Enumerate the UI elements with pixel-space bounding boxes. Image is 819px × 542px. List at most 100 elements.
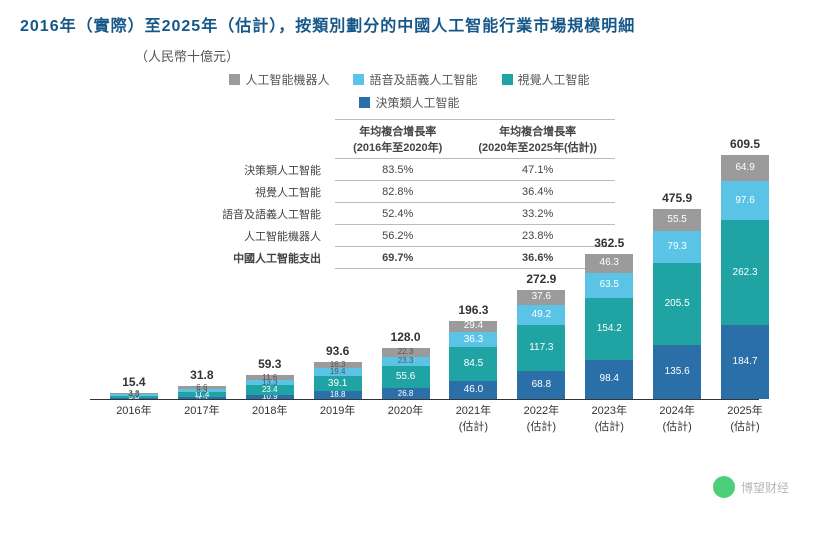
bar-segment: 55.5 <box>653 209 701 231</box>
bar-segment: 49.2 <box>517 305 565 325</box>
stacked-bar-chart: 2.45.04.33.815.45.511.48.36.631.810.923.… <box>20 135 799 435</box>
bar: 18.839.119.416.393.6 <box>314 362 362 399</box>
bar-total: 59.3 <box>246 357 294 371</box>
segment-value: 22.3 <box>382 348 430 356</box>
bar-total: 272.9 <box>517 272 565 286</box>
legend-item: 人工智能機器人 <box>229 71 329 88</box>
bar-segment: 39.1 <box>314 376 362 392</box>
bar-segment: 46.3 <box>585 254 633 273</box>
segment-value: 16.3 <box>314 361 362 369</box>
bar-segment: 37.6 <box>517 290 565 305</box>
chart-title: 2016年（實際）至2025年（估計），按類別劃分的中國人工智能行業市場規模明細 <box>20 12 799 36</box>
x-tick: 2021年(估計) <box>443 402 503 434</box>
bar-segment: 3.8 <box>110 393 158 395</box>
bar-segment: 117.3 <box>517 325 565 372</box>
segment-value: 63.5 <box>585 280 633 290</box>
bar-segment: 154.2 <box>585 298 633 360</box>
bar-segment: 262.3 <box>721 220 769 325</box>
legend-label: 視覺人工智能 <box>518 71 590 88</box>
segment-value: 49.2 <box>517 310 565 320</box>
segment-value: 117.3 <box>517 343 565 353</box>
bar-segment: 79.3 <box>653 231 701 263</box>
x-tick: 2023年(估計) <box>579 402 639 434</box>
legend-item: 視覺人工智能 <box>502 71 590 88</box>
bar-total: 609.5 <box>721 137 769 151</box>
segment-value: 29.4 <box>449 321 497 331</box>
bar-segment: 135.6 <box>653 345 701 399</box>
segment-value: 184.7 <box>721 357 769 367</box>
segment-value: 55.6 <box>382 372 430 382</box>
x-tick: 2016年 <box>104 402 164 418</box>
wechat-icon <box>713 476 735 498</box>
x-tick: 2025年(估計) <box>715 402 775 434</box>
segment-value: 98.4 <box>585 374 633 384</box>
segment-value: 6.6 <box>178 384 226 392</box>
bar: 98.4154.263.546.3362.5 <box>585 254 633 399</box>
bar-segment: 6.6 <box>178 386 226 389</box>
bar: 135.6205.579.355.5475.9 <box>653 209 701 399</box>
bar-segment: 55.6 <box>382 366 430 388</box>
legend-label: 語音及語義人工智能 <box>369 71 477 88</box>
bar: 46.084.536.329.4196.3 <box>449 321 497 399</box>
segment-value: 135.6 <box>653 367 701 377</box>
legend-label: 人工智能機器人 <box>245 71 329 88</box>
bar-segment: 16.3 <box>314 362 362 369</box>
watermark: 博望财经 <box>713 476 789 498</box>
legend-swatch <box>229 74 240 85</box>
x-tick: 2024年(估計) <box>647 402 707 434</box>
legend-item: 決策類人工智能 <box>359 94 459 111</box>
bar-segment: 36.3 <box>449 332 497 347</box>
bar-segment: 205.5 <box>653 263 701 345</box>
segment-value: 64.9 <box>721 163 769 173</box>
x-tick: 2022年(估計) <box>511 402 571 434</box>
segment-value: 55.5 <box>653 215 701 225</box>
bar-total: 93.6 <box>314 344 362 358</box>
legend-label: 決策類人工智能 <box>375 94 459 111</box>
segment-value: 3.8 <box>110 390 158 398</box>
bar-segment: 23.3 <box>382 357 430 366</box>
bar-segment: 97.6 <box>721 181 769 220</box>
segment-value: 97.6 <box>721 196 769 206</box>
segment-value: 84.5 <box>449 359 497 369</box>
segment-value: 68.8 <box>517 380 565 390</box>
segment-value: 46.3 <box>585 258 633 268</box>
segment-value: 26.8 <box>382 390 430 398</box>
bar-segment: 18.8 <box>314 391 362 399</box>
bar-segment: 63.5 <box>585 273 633 298</box>
bar-segment: 11.6 <box>246 375 294 380</box>
segment-value: 262.3 <box>721 268 769 278</box>
x-tick: 2020年 <box>376 402 436 418</box>
segment-value: 23.3 <box>382 357 430 365</box>
bar-segment: 46.0 <box>449 381 497 399</box>
bar-segment: 22.3 <box>382 348 430 357</box>
x-tick: 2019年 <box>308 402 368 418</box>
x-tick: 2017年 <box>172 402 232 418</box>
bar-total: 15.4 <box>110 375 158 389</box>
bar-total: 196.3 <box>449 303 497 317</box>
bar: 5.511.48.36.631.8 <box>178 386 226 399</box>
bar-segment: 29.4 <box>449 321 497 333</box>
bar-segment: 23.4 <box>246 385 294 394</box>
segment-value: 11.6 <box>246 374 294 382</box>
legend-swatch <box>359 97 370 108</box>
segment-value: 46.0 <box>449 385 497 395</box>
bar-segment: 98.4 <box>585 360 633 399</box>
bar-segment: 19.4 <box>314 368 362 376</box>
bar-total: 475.9 <box>653 191 701 205</box>
segment-value: 23.4 <box>246 386 294 394</box>
bar-segment: 184.7 <box>721 325 769 399</box>
legend: 人工智能機器人 語音及語義人工智能 視覺人工智能決策類人工智能 <box>200 71 620 111</box>
bar-total: 362.5 <box>585 236 633 250</box>
bar: 26.855.623.322.3128.0 <box>382 348 430 399</box>
x-tick: 2018年 <box>240 402 300 418</box>
bar-total: 31.8 <box>178 368 226 382</box>
segment-value: 37.6 <box>517 292 565 302</box>
bar: 68.8117.349.237.6272.9 <box>517 290 565 399</box>
legend-swatch <box>353 74 364 85</box>
segment-value: 154.2 <box>585 324 633 334</box>
bar-segment: 64.9 <box>721 155 769 181</box>
bar-segment: 84.5 <box>449 347 497 381</box>
bar-segment: 68.8 <box>517 371 565 399</box>
bar: 184.7262.397.664.9609.5 <box>721 155 769 399</box>
segment-value: 205.5 <box>653 299 701 309</box>
